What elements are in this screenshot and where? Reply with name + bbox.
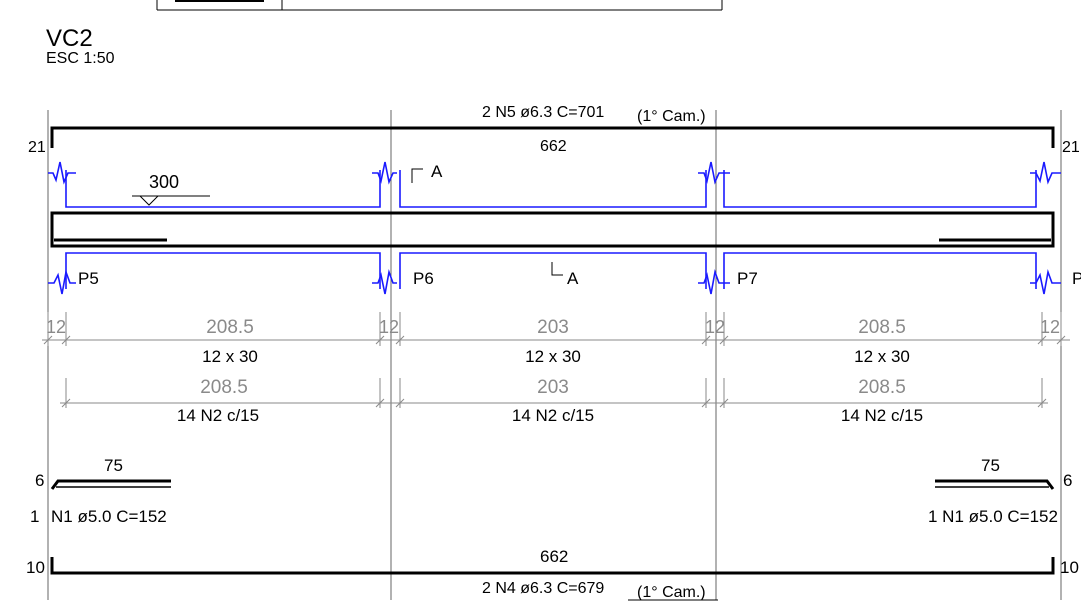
dim-span-1: 208.5 [206, 317, 254, 338]
dim-span-3: 208.5 [858, 317, 906, 338]
pillar-label-p8: P [1072, 269, 1081, 288]
top-bar-length: 662 [540, 138, 567, 155]
dim-end-2: 12 [379, 317, 399, 337]
stirrup-label-1: 14 N2 c/15 [177, 406, 259, 425]
top-bar-hook-right: 21 [1062, 139, 1080, 156]
bottom-bar-layer: (1° Cam.) [637, 584, 706, 601]
dim2-span-1: 208.5 [200, 377, 248, 398]
stirrup-size-2: 12 x 30 [525, 347, 581, 366]
bottom-bar-n4: 662 2 N4 ø6.3 C=679 (1° Cam.) 10 10 [26, 547, 1079, 601]
beam-section [50, 211, 1055, 248]
anchor-left-count: 1 [30, 507, 39, 526]
section-label-bottom: A [567, 269, 579, 288]
anchor-bar-left: 75 6 1 N1 ø5.0 C=152 [30, 456, 171, 526]
anchor-right-label: 1 N1 ø5.0 C=152 [928, 507, 1058, 526]
dimension-row-2 [60, 378, 1048, 408]
bottom-bar-length: 662 [540, 547, 568, 566]
pillar-label-p5: P5 [78, 269, 99, 288]
drawing-scale: ESC 1:50 [46, 50, 115, 67]
header-table [156, 0, 723, 11]
bottom-bar-label: 2 N4 ø6.3 C=679 [482, 580, 604, 597]
anchor-right-length: 75 [981, 456, 1000, 475]
top-bar-n5: 2 N5 ø6.3 C=701 (1° Cam.) 662 21 21 [28, 104, 1080, 156]
beam-outline [48, 161, 1061, 295]
anchor-right-hook: 6 [1063, 471, 1072, 490]
section-mark-top: A [411, 162, 443, 183]
anchor-bar-right: 75 6 1 N1 ø5.0 C=152 [928, 456, 1072, 526]
top-bar-label: 2 N5 ø6.3 C=701 [482, 104, 604, 121]
dimension-row-1 [42, 312, 1070, 346]
dim-end-1: 12 [46, 317, 66, 337]
section-mark-bottom: A [551, 262, 579, 288]
dim-end-3: 12 [705, 317, 725, 337]
stirrup-size-3: 12 x 30 [854, 347, 910, 366]
bottom-bar-hook-right: 10 [1060, 558, 1079, 577]
anchor-left-hook: 6 [35, 471, 44, 490]
bottom-bar-hook-left: 10 [26, 558, 45, 577]
stirrup-label-3: 14 N2 c/15 [841, 406, 923, 425]
pillar-label-p6: P6 [413, 269, 434, 288]
dim2-span-2: 203 [537, 377, 569, 398]
pillar-label-p7: P7 [737, 269, 758, 288]
section-label-top: A [431, 162, 443, 181]
dim2-span-3: 208.5 [858, 377, 906, 398]
dim-end-4: 12 [1040, 317, 1060, 337]
drawing-title: VC2 [46, 25, 93, 52]
dim-span-2: 203 [537, 317, 569, 338]
axis-lines [47, 110, 1062, 600]
anchor-left-label: N1 ø5.0 C=152 [51, 507, 167, 526]
stirrup-marker: 300 [132, 172, 210, 206]
stirrup-size-1: 12 x 30 [202, 347, 258, 366]
top-bar-hook-left: 21 [28, 139, 46, 156]
top-bar-layer: (1° Cam.) [637, 108, 706, 125]
stirrup-label-2: 14 N2 c/15 [512, 406, 594, 425]
stirrup-marker-label: 300 [149, 172, 179, 192]
anchor-left-length: 75 [104, 456, 123, 475]
